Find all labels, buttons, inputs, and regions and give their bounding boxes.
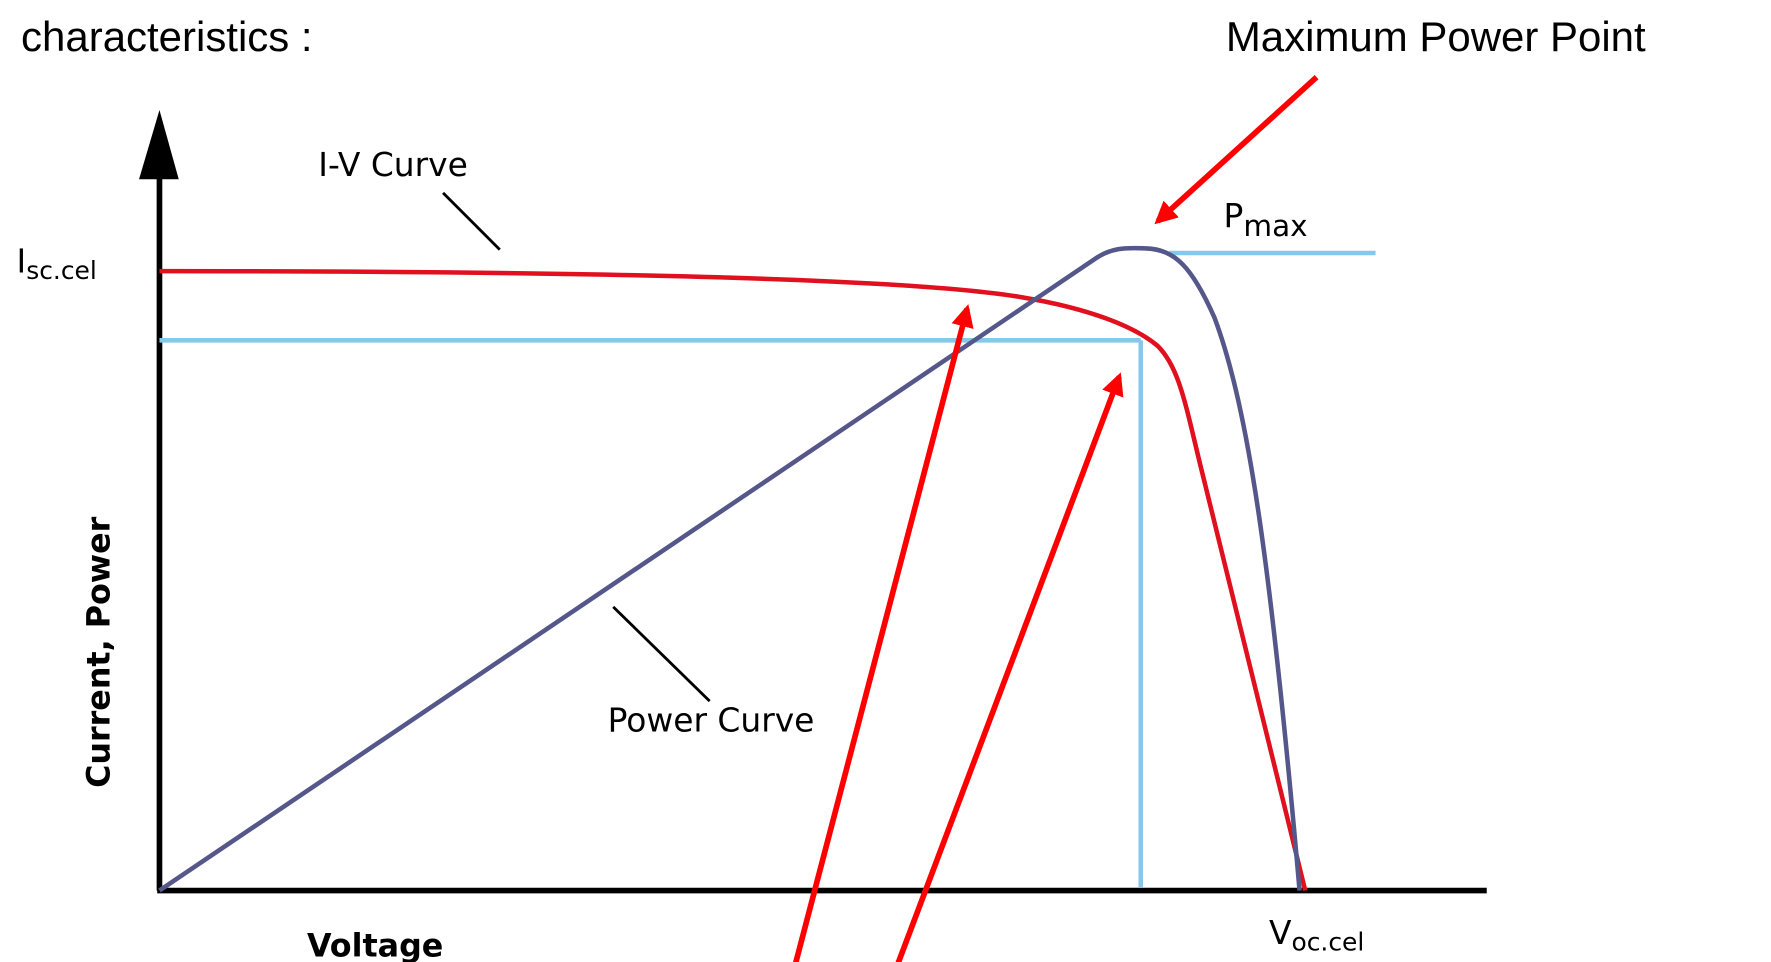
arrow (895, 372, 1124, 962)
title: characteristics : (21, 13, 313, 60)
pmax-main: P (1224, 196, 1244, 235)
isc-sub: sc.cel (26, 256, 97, 285)
iv-curve (159, 268, 1308, 892)
voc-sub: oc.cel (1291, 928, 1364, 957)
power-curve (158, 245, 1302, 893)
arrow (1154, 75, 1319, 225)
voc-label: Voc.cel (1269, 913, 1364, 957)
voc-main: V (1269, 913, 1292, 952)
pmax-sub: max (1243, 209, 1307, 243)
callout: Maximum Power Point (1226, 13, 1646, 60)
x-axis-label: Voltage (307, 928, 443, 962)
isc-label: Isc.cel (17, 241, 97, 285)
leader-line (442, 191, 501, 251)
arrow (793, 304, 974, 962)
isc-main: I (17, 241, 27, 280)
pmax-label: Pmax (1224, 196, 1308, 243)
y-arrow (139, 110, 179, 180)
leader-line (612, 605, 711, 703)
power-curve-label: Power Curve (608, 701, 815, 740)
y-axis-label: Current, Power (82, 516, 118, 788)
iv-curve-label: I-V Curve (318, 145, 468, 184)
